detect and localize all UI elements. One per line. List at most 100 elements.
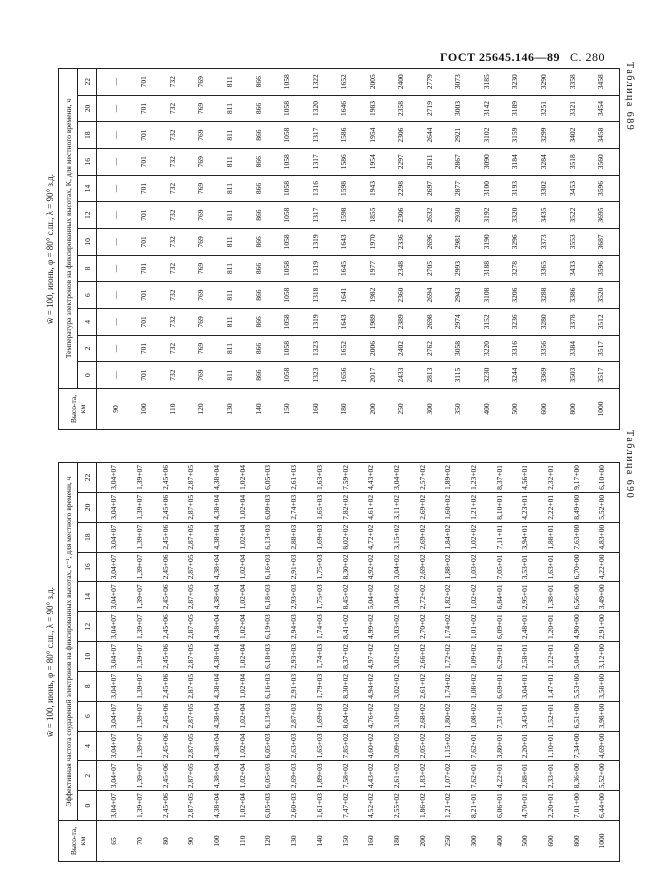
value: — [110,318,120,326]
time: 10 [78,641,96,671]
value: 7,62+01 [468,733,478,759]
value-column: 3,04+07 1,39+07 2,45+06 2,87+05 4,38+04 1,02+… [97,581,619,612]
value: 4,38+04 [212,494,222,520]
value: 2,74+03 [289,494,299,520]
value: 2,95+01 [520,584,530,610]
time: 4 [78,730,96,761]
value: 1,69+03 [314,703,324,729]
value: 2,87+05 [186,554,196,580]
value: 3,04+07 [109,733,119,759]
value: 6,18+03 [263,584,273,610]
value: 701 [139,182,149,195]
value: 1,39+07 [135,494,145,520]
time: 8 [78,254,96,282]
value: 1058 [282,341,292,356]
value: 1,39+07 [135,703,145,729]
value-column: — 701 732 769 811 866 1058 1320 1646 1983 2358 2719… [97,94,619,122]
value: 3560 [596,154,606,170]
stub-column: Высо-та, км 90 100 110 120 130 140 150 160 180 200… [59,388,619,429]
value: 811 [224,369,234,381]
value: 1,02+04 [237,524,247,550]
value: 3,98+00 [597,703,607,729]
value: 866 [253,182,263,195]
value: 3,49+00 [597,584,607,610]
value: 866 [253,156,263,168]
value: 3073 [453,74,463,90]
value: 1,72+02 [443,644,453,669]
value: 1,39+07 [135,554,145,580]
value: 1,07+02 [443,763,453,789]
value: 2,45+06 [160,554,170,580]
value: 2696 [424,234,434,250]
table: Высо-та, км 65 70 80 90 100 110 120 130 140 150 160… [58,462,620,862]
value: 4,38+04 [212,733,222,759]
table-title: w̄ = 100, июнь, φ = 80° с.ш., λ = 90° з.… [45,587,55,738]
value: — [110,104,120,113]
value: 1,79+03 [314,673,324,699]
table-frame: w̄ = 100, июнь, φ = 80° с.ш., λ = 90° з.… [42,462,620,862]
value: 6,06+01 [494,793,504,819]
time: 16 [78,147,96,175]
value: 6,05+03 [263,763,273,789]
table-label: Таблица 689 [624,62,635,132]
value: 1645 [339,260,349,276]
value: 1586 [339,154,349,170]
value: 866 [253,236,263,248]
height: 350 [453,403,463,415]
value-column: — 701 732 769 811 866 1058 1317 1598 1855 2306 2632… [97,201,619,228]
height: 600 [546,835,556,847]
value: 2348 [396,260,406,276]
value: 1058 [282,314,292,330]
time: 0 [78,361,96,388]
value-column: — 701 732 769 811 866 1058 1317 1586 1954 2306 2644… [97,121,619,148]
value: 1058 [282,74,292,90]
value: 2,63+03 [289,733,299,759]
value: 4,69+00 [597,733,607,759]
value: 3,11+02 [391,495,401,520]
value: 811 [224,76,234,88]
value: 1317 [310,154,320,170]
value: 2719 [424,100,434,116]
value: 769 [196,129,206,141]
value: 2611 [424,154,434,170]
value: 1,22+01 [546,644,556,669]
value: 1,02+04 [237,703,247,729]
value-column: — 701 732 769 811 866 1058 1316 1598 1943 2298 2697… [97,174,619,202]
value: 769 [196,182,206,195]
value: 3230 [510,74,520,90]
value: 1,02+04 [237,673,247,699]
value: 811 [224,343,234,354]
value: 2,69+02 [417,524,427,550]
value: 3553 [567,234,577,250]
value: 701 [139,289,149,301]
value: 2306 [396,127,406,143]
time: 8 [78,670,96,701]
height: 140 [314,835,324,847]
value: 8,37+01 [494,465,504,490]
value: 866 [253,102,263,115]
value-column: — 701 732 769 811 866 1058 1317 1586 1954 2297 2611… [97,147,619,175]
value: 1,02+02 [468,524,478,550]
value: 3230 [481,367,491,383]
value: 3356 [538,341,548,356]
value: 1,02+04 [237,584,247,610]
value: 8,41+02 [340,614,350,640]
value: 2,32+01 [546,465,556,490]
value: 811 [224,209,234,221]
value: 811 [224,236,234,248]
value: 2,45+06 [160,494,170,520]
value: 3152 [481,314,491,330]
value: 3,80+01 [494,733,504,759]
time-header: 0 2 4 6 8 10 12 14 16 18 20 22 [78,69,97,388]
value: 1,65+03 [314,733,324,759]
value: 7,11+01 [494,524,504,550]
value: 3435 [538,207,548,223]
value: 3,04+02 [391,584,401,610]
height: 1000 [597,833,607,849]
value: 1652 [339,341,349,356]
value: 6,09+01 [494,614,504,640]
value: 2006 [367,341,377,356]
value: 2981 [453,234,463,250]
value: 1,23+02 [468,465,478,490]
table-label: Таблица 690 [624,430,635,500]
